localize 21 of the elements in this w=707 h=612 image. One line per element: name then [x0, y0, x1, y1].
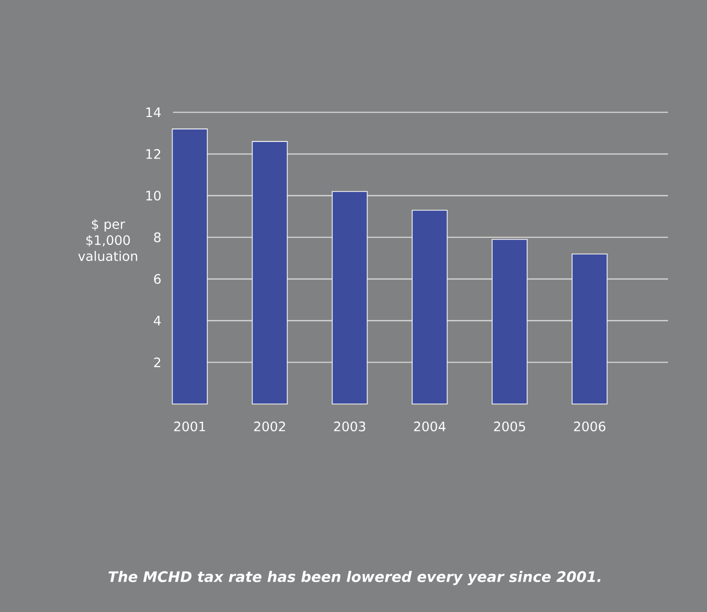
y-tick-label: 14 — [146, 108, 161, 118]
x-tick-label: 2001 — [174, 422, 206, 432]
y-tick-label: 10 — [146, 190, 161, 201]
y-tick-label: 4 — [154, 316, 161, 326]
x-tick-label: 2005 — [494, 422, 526, 432]
y-axis-title: $ per $1,000 valuation — [78, 218, 138, 262]
x-tick-label: 2006 — [574, 422, 606, 432]
y-tick-label: 8 — [154, 232, 161, 242]
bar — [572, 254, 608, 404]
x-tick-label: 2002 — [254, 422, 285, 432]
y-tick-label: 2 — [154, 357, 160, 368]
x-tick-label: 2004 — [414, 422, 446, 432]
y-tick-label: 12 — [146, 149, 160, 159]
y-tick-label: 6 — [154, 274, 161, 284]
bar — [332, 191, 368, 404]
bar — [172, 128, 208, 404]
bar — [252, 141, 288, 404]
bar — [412, 210, 448, 404]
bar — [492, 238, 528, 404]
x-tick-label: 2003 — [334, 422, 366, 432]
text: The MCHD tax rate has been lowered every year since 2001. — [108, 570, 600, 586]
